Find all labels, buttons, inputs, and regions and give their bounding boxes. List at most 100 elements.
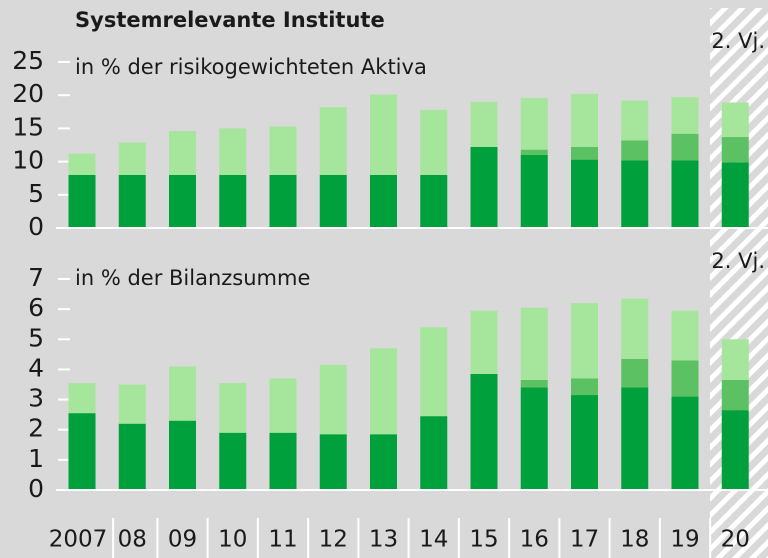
bar-segment xyxy=(571,395,598,490)
x-tick-label: 20 xyxy=(721,527,750,553)
bar-segment xyxy=(169,420,196,490)
y-tick-label: 20 xyxy=(12,79,44,108)
x-tick-label: 2007 xyxy=(49,527,108,553)
y-tick-label: 10 xyxy=(12,146,44,175)
bar-segment xyxy=(169,366,196,421)
x-tick-label: 19 xyxy=(670,527,699,553)
y-tick-label: 15 xyxy=(12,112,44,141)
bar-segment xyxy=(571,146,598,160)
bar-segment xyxy=(118,384,146,424)
bar-segment xyxy=(721,102,749,138)
y-tick-label: 4 xyxy=(28,353,44,382)
bar-segment xyxy=(68,153,96,175)
bar-segment xyxy=(621,298,649,359)
bar-segment xyxy=(269,378,297,433)
y-tick-label: 0 xyxy=(28,474,44,503)
bar-segment xyxy=(520,387,548,490)
bar-segment xyxy=(520,379,548,388)
bar-segment xyxy=(370,434,397,490)
bar-segment xyxy=(671,360,699,397)
bar-segment xyxy=(671,133,699,161)
bar-segment xyxy=(118,423,146,490)
bar-segment xyxy=(671,160,699,228)
y-tick-label: 3 xyxy=(28,384,44,413)
bar-segment xyxy=(269,432,297,490)
bar-segment xyxy=(470,373,498,490)
bar-segment xyxy=(319,364,347,435)
bar-segment xyxy=(571,378,598,396)
x-tick-label: 16 xyxy=(520,527,549,553)
bar-segment xyxy=(721,379,749,411)
bar-segment xyxy=(269,126,297,175)
bar-segment xyxy=(520,97,548,150)
bar-segment xyxy=(319,174,347,228)
bar-segment xyxy=(671,396,699,490)
bar-segment xyxy=(721,162,749,228)
x-tick-label: 11 xyxy=(268,527,297,553)
x-tick-label: 09 xyxy=(168,527,197,553)
bar-segment xyxy=(169,174,196,228)
bar-segment xyxy=(319,434,347,490)
y-tick-label: 1 xyxy=(28,444,44,473)
x-tick-label: 14 xyxy=(419,527,448,553)
bar-segment xyxy=(721,137,749,163)
bar-segment xyxy=(118,142,146,175)
bar-segment xyxy=(671,310,699,361)
bar-segment xyxy=(370,94,397,175)
annotation: 2. Vj. xyxy=(711,249,765,273)
bar-segment xyxy=(420,174,448,228)
bar-segment xyxy=(319,107,347,175)
bar-segment xyxy=(370,348,397,435)
y-tick-label: 25 xyxy=(12,46,44,75)
subtitle: in % der Bilanzsumme xyxy=(75,266,310,290)
x-tick-label: 18 xyxy=(620,527,649,553)
bar-segment xyxy=(68,413,96,490)
bar-segment xyxy=(169,131,196,175)
x-tick-label: 17 xyxy=(570,527,599,553)
bar-segment xyxy=(470,101,498,147)
bar-segment xyxy=(470,146,498,228)
x-tick-label: 08 xyxy=(118,527,147,553)
bar-segment xyxy=(520,154,548,228)
bar-segment xyxy=(219,174,247,228)
bar-segment xyxy=(520,307,548,380)
bar-segment xyxy=(621,387,649,490)
chart-title: Systemrelevante Institute xyxy=(75,8,385,32)
bar-segment xyxy=(219,432,247,490)
bar-segment xyxy=(571,93,598,147)
bar-segment xyxy=(420,109,448,175)
bar-segment xyxy=(68,174,96,228)
y-tick-label: 2 xyxy=(28,414,44,443)
bar-segment xyxy=(68,382,96,414)
bar-segment xyxy=(671,97,699,134)
x-tick-label: 15 xyxy=(469,527,498,553)
x-tick-label: 12 xyxy=(319,527,348,553)
bar-segment xyxy=(470,310,498,374)
annotation: 2. Vj. xyxy=(711,29,765,53)
bar-segment xyxy=(621,100,649,141)
bar-segment xyxy=(219,382,247,433)
bar-segment xyxy=(520,149,548,155)
bar-segment xyxy=(621,160,649,228)
bar-segment xyxy=(571,303,598,379)
y-tick-label: 7 xyxy=(28,263,44,292)
subtitle: in % der risikogewichteten Aktiva xyxy=(75,55,427,79)
bar-segment xyxy=(118,174,146,228)
bar-segment xyxy=(370,174,397,228)
x-tick-label: 10 xyxy=(218,527,247,553)
bar-segment xyxy=(621,358,649,388)
bar-segment xyxy=(420,416,448,490)
bar-segment xyxy=(420,327,448,417)
bar-segment xyxy=(571,159,598,228)
bar-segment xyxy=(219,128,247,175)
bar-segment xyxy=(621,140,649,161)
bar-segment xyxy=(721,410,749,490)
y-tick-label: 6 xyxy=(28,293,44,322)
y-tick-label: 5 xyxy=(28,179,44,208)
x-tick-label: 13 xyxy=(369,527,398,553)
bar-segment xyxy=(269,174,297,228)
bar-segment xyxy=(721,339,749,380)
y-tick-label: 0 xyxy=(28,212,44,241)
y-tick-label: 5 xyxy=(28,323,44,352)
